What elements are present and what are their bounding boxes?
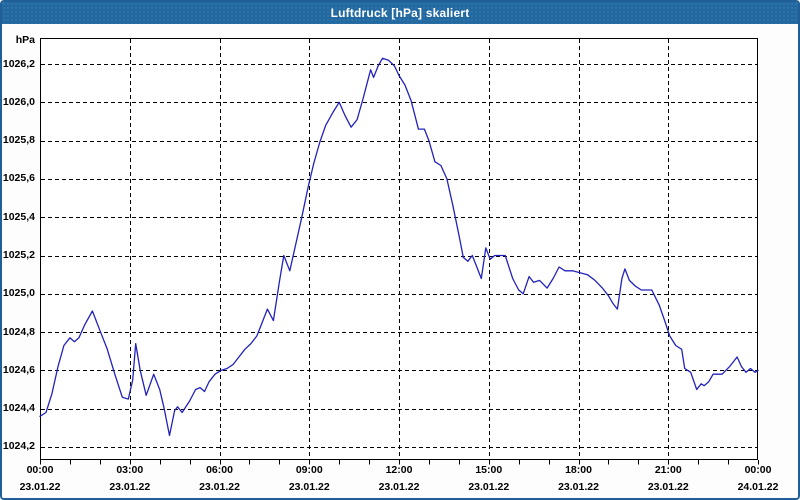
x-tick-time-label: 18:00: [565, 464, 592, 476]
x-tick-date-label: 23.01.22: [109, 481, 151, 493]
y-axis-unit-label: hPa: [15, 34, 35, 46]
y-tick-label: 1024,8: [2, 325, 35, 338]
x-tick-date-label: 23.01.22: [199, 481, 240, 493]
y-tick-label: 1025,0: [2, 287, 35, 300]
x-tick-date-label: 23.01.22: [378, 481, 420, 493]
y-tick-label: 1024,2: [2, 440, 35, 453]
y-tick-label: 1025,8: [2, 134, 35, 147]
y-tick-label: 1025,4: [2, 210, 35, 223]
x-tick-date-label: 23.01.22: [468, 481, 510, 493]
x-tick-time-label: 09:00: [295, 464, 323, 476]
y-tick-label: 1025,6: [2, 172, 35, 185]
x-tick-time-label: 00:00: [744, 464, 772, 476]
x-tick-time-label: 21:00: [654, 464, 682, 476]
window-title: Luftdruck [hPa] skaliert: [330, 6, 470, 20]
x-tick-time-label: 00:00: [26, 464, 54, 476]
x-tick-time-label: 15:00: [475, 464, 503, 476]
y-tick-label: 1026,2: [2, 57, 35, 70]
pressure-line: [39, 57, 759, 437]
x-tick-date-label: 23.01.22: [19, 481, 61, 493]
window-titlebar[interactable]: Luftdruck [hPa] skaliert: [2, 2, 798, 24]
y-tick-label: 1024,4: [2, 402, 35, 415]
y-tick-label: 1024,6: [2, 363, 35, 376]
pressure-line-chart: [39, 38, 759, 465]
plot-frame: [40, 38, 758, 460]
x-tick-date-label: 23.01.22: [288, 481, 330, 493]
x-tick-date-label: 23.01.22: [647, 481, 689, 493]
x-tick-date-label: 23.01.22: [558, 481, 599, 493]
y-tick-label: 1026,0: [2, 95, 35, 108]
x-tick-time-label: 03:00: [116, 464, 144, 476]
x-tick-date-label: 24.01.22: [737, 481, 779, 493]
y-tick-label: 1025,2: [2, 249, 35, 261]
chart-area: hPa 1024,2 1024,4 1024,6 1024,8 1025,0 1025,2…: [2, 24, 798, 498]
x-tick-time-label: 06:00: [206, 464, 233, 476]
x-tick-time-label: 12:00: [385, 464, 413, 476]
